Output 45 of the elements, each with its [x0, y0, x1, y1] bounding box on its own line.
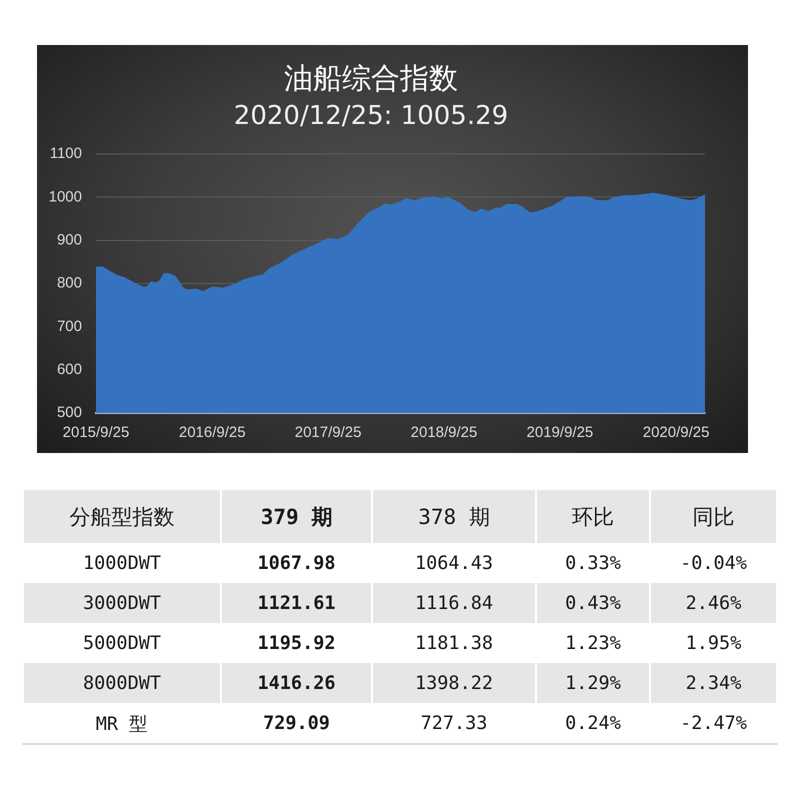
- text: -2.47%: [680, 712, 747, 734]
- text: 1.29%: [565, 672, 621, 694]
- text: 0.33%: [565, 552, 621, 574]
- y-tick-label: 900: [56, 231, 82, 248]
- x-tick-label: 2018/9/25: [410, 424, 478, 442]
- chart-subtitle: 2020/12/25: 1005.29: [234, 101, 508, 132]
- text: 1000DWT: [83, 552, 161, 574]
- x-tick-label: 2016/9/25: [178, 424, 246, 442]
- text: 1116.84: [415, 592, 493, 614]
- x-tick-label: 2020/9/25: [642, 424, 710, 442]
- text: 1064.43: [415, 552, 493, 574]
- text: 1195.92: [258, 632, 336, 654]
- category-label: 378 期: [372, 490, 536, 543]
- category-label: 同比: [650, 490, 777, 543]
- text: 0.43%: [565, 592, 621, 614]
- text: 2.46%: [686, 592, 742, 614]
- text: 1416.26: [258, 672, 336, 694]
- x-tick-label: 2017/9/25: [294, 424, 362, 442]
- text: 8000DWT: [83, 672, 161, 694]
- text: 2.34%: [686, 672, 742, 694]
- y-tick-label: 1100: [50, 145, 82, 162]
- text: 1.95%: [686, 632, 742, 654]
- text: 0.24%: [565, 712, 621, 734]
- text: -0.04%: [680, 552, 747, 574]
- x-tick-label: 2019/9/25: [526, 424, 594, 442]
- y-tick-label: 1000: [48, 188, 82, 206]
- y-tick-label: 700: [56, 318, 82, 335]
- text: 3000DWT: [83, 592, 161, 614]
- text: 1067.98: [258, 552, 336, 574]
- y-tick-label: 600: [56, 360, 82, 378]
- category-label: 379 期: [221, 490, 372, 543]
- text: 5000DWT: [83, 632, 161, 654]
- text: 1121.61: [258, 592, 336, 614]
- category-label: 分船型指数: [23, 490, 221, 543]
- text: 727.33: [420, 712, 488, 734]
- category-label: 环比: [536, 490, 650, 543]
- x-tick-label: 2015/9/25: [62, 424, 130, 442]
- y-tick-label: 800: [56, 274, 82, 292]
- chart-title: 油船综合指数: [284, 60, 458, 95]
- text: 729.09: [263, 712, 330, 734]
- text: MR 型: [96, 714, 148, 734]
- text: 1398.22: [415, 672, 493, 694]
- text: 1181.38: [415, 632, 493, 654]
- text: 1.23%: [565, 632, 621, 654]
- y-tick-label: 500: [56, 404, 82, 422]
